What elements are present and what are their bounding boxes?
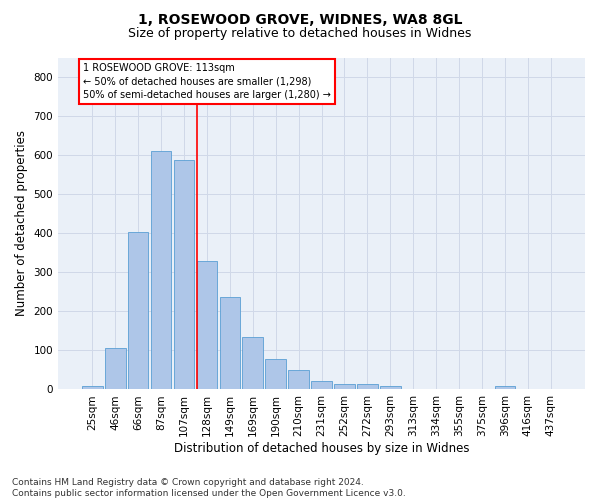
Bar [265, 360, 286, 390]
Bar [220, 296, 240, 390]
Bar [128, 232, 148, 390]
Bar [242, 336, 263, 390]
Bar [197, 262, 217, 390]
Text: Size of property relative to detached houses in Widnes: Size of property relative to detached ho… [128, 28, 472, 40]
Text: 1 ROSEWOOD GROVE: 113sqm
← 50% of detached houses are smaller (1,298)
50% of sem: 1 ROSEWOOD GROVE: 113sqm ← 50% of detach… [83, 64, 331, 100]
Bar [334, 384, 355, 390]
Bar [151, 151, 172, 390]
Text: Contains HM Land Registry data © Crown copyright and database right 2024.
Contai: Contains HM Land Registry data © Crown c… [12, 478, 406, 498]
Bar [288, 370, 309, 390]
Bar [105, 348, 125, 390]
X-axis label: Distribution of detached houses by size in Widnes: Distribution of detached houses by size … [174, 442, 469, 455]
Bar [380, 386, 401, 390]
Text: 1, ROSEWOOD GROVE, WIDNES, WA8 8GL: 1, ROSEWOOD GROVE, WIDNES, WA8 8GL [138, 12, 462, 26]
Bar [357, 384, 377, 390]
Bar [311, 381, 332, 390]
Y-axis label: Number of detached properties: Number of detached properties [15, 130, 28, 316]
Bar [173, 160, 194, 390]
Bar [494, 386, 515, 390]
Bar [82, 386, 103, 390]
